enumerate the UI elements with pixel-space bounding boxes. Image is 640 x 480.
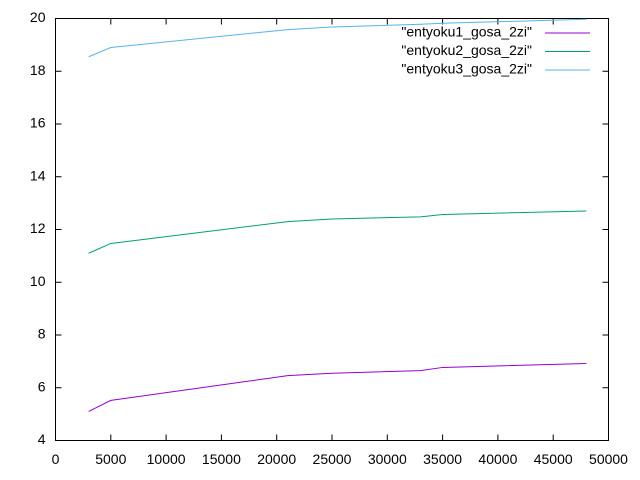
- y-tick-label: 10: [30, 273, 46, 289]
- y-tick-label: 16: [30, 115, 46, 131]
- series-line: [88, 362, 587, 412]
- series-line: [88, 18, 587, 58]
- y-tick-label: 20: [30, 9, 46, 25]
- legend-label: "entyoku2_gosa_2zi": [401, 42, 532, 58]
- legend-label: "entyoku3_gosa_2zi": [401, 61, 532, 77]
- y-tick-label: 4: [38, 431, 46, 447]
- x-tick-label: 30000: [368, 451, 407, 467]
- legend-label: "entyoku1_gosa_2zi": [401, 24, 532, 40]
- x-tick-label: 20000: [257, 451, 296, 467]
- y-tick-label: 14: [30, 167, 46, 183]
- x-tick-label: 10000: [147, 451, 186, 467]
- y-tick-label: 8: [38, 326, 46, 342]
- y-tick-label: 18: [30, 62, 46, 78]
- plot-frame: [55, 18, 609, 441]
- x-tick-label: 50000: [589, 451, 628, 467]
- x-tick-label: 15000: [202, 451, 241, 467]
- x-tick-label: 5000: [95, 451, 126, 467]
- x-tick-label: 35000: [423, 451, 462, 467]
- x-tick-label: 40000: [478, 451, 517, 467]
- x-tick-label: 0: [52, 451, 60, 467]
- x-tick-label: 25000: [313, 451, 352, 467]
- series-line: [88, 210, 587, 254]
- x-tick-label: 45000: [534, 451, 573, 467]
- y-tick-label: 6: [38, 378, 46, 394]
- y-tick-label: 12: [30, 220, 46, 236]
